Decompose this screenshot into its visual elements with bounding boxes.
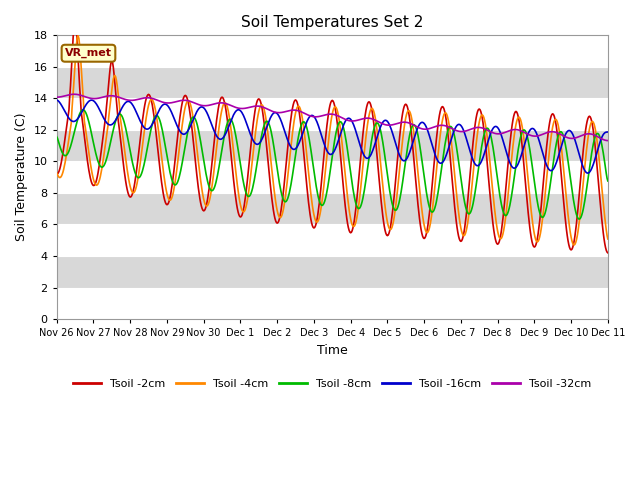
- Tsoil -16cm: [174, 124, 182, 130]
- Bar: [57, 36, 608, 67]
- Legend: Tsoil -2cm, Tsoil -4cm, Tsoil -8cm, Tsoil -16cm, Tsoil -32cm: Tsoil -2cm, Tsoil -4cm, Tsoil -8cm, Tsoi…: [69, 374, 596, 393]
- Tsoil -4cm: [378, 175, 386, 181]
- Tsoil -32cm: [175, 98, 182, 104]
- Text: VR_met: VR_met: [65, 48, 112, 59]
- Tsoil -32cm: [378, 120, 386, 126]
- Bar: [57, 98, 608, 130]
- Tsoil -16cm: [554, 157, 561, 163]
- Tsoil -4cm: [570, 242, 578, 248]
- Tsoil -16cm: [378, 122, 385, 128]
- Tsoil -8cm: [324, 180, 332, 186]
- Tsoil -8cm: [79, 107, 86, 113]
- Tsoil -16cm: [432, 153, 440, 159]
- Tsoil -32cm: [70, 91, 78, 97]
- Tsoil -2cm: [604, 250, 612, 256]
- Tsoil -16cm: [604, 129, 612, 135]
- Tsoil -32cm: [604, 138, 612, 144]
- Line: Tsoil -32cm: Tsoil -32cm: [57, 94, 608, 141]
- Tsoil -16cm: [53, 97, 61, 103]
- Y-axis label: Soil Temperature (C): Soil Temperature (C): [15, 113, 28, 241]
- Tsoil -4cm: [554, 122, 562, 128]
- Tsoil -8cm: [198, 148, 206, 154]
- Tsoil -32cm: [53, 94, 61, 100]
- Tsoil -32cm: [433, 123, 440, 129]
- Tsoil -8cm: [433, 199, 440, 204]
- Tsoil -16cm: [584, 170, 592, 176]
- Tsoil -2cm: [53, 171, 61, 177]
- Tsoil -8cm: [53, 134, 61, 140]
- Tsoil -4cm: [198, 188, 206, 194]
- Tsoil -2cm: [71, 14, 79, 20]
- Tsoil -4cm: [604, 236, 612, 242]
- Tsoil -2cm: [378, 206, 386, 212]
- Tsoil -2cm: [175, 127, 182, 132]
- Bar: [57, 225, 608, 256]
- Tsoil -8cm: [378, 135, 386, 141]
- Tsoil -8cm: [575, 216, 583, 222]
- Tsoil -8cm: [175, 177, 182, 182]
- Tsoil -4cm: [433, 168, 440, 174]
- Tsoil -4cm: [175, 154, 182, 159]
- Line: Tsoil -2cm: Tsoil -2cm: [57, 17, 608, 253]
- Tsoil -32cm: [324, 111, 332, 117]
- Bar: [57, 288, 608, 319]
- Line: Tsoil -4cm: Tsoil -4cm: [57, 36, 608, 245]
- Line: Tsoil -8cm: Tsoil -8cm: [57, 110, 608, 219]
- Tsoil -4cm: [324, 139, 332, 144]
- Tsoil -2cm: [324, 111, 332, 117]
- Tsoil -16cm: [324, 149, 332, 155]
- Tsoil -4cm: [53, 170, 61, 176]
- Line: Tsoil -16cm: Tsoil -16cm: [57, 100, 608, 173]
- Tsoil -8cm: [604, 178, 612, 184]
- Tsoil -32cm: [554, 130, 562, 136]
- Tsoil -2cm: [554, 138, 562, 144]
- Tsoil -2cm: [198, 206, 206, 212]
- Tsoil -8cm: [554, 133, 562, 139]
- Tsoil -32cm: [198, 103, 206, 108]
- Tsoil -2cm: [433, 137, 440, 143]
- Title: Soil Temperatures Set 2: Soil Temperatures Set 2: [241, 15, 424, 30]
- Tsoil -16cm: [198, 104, 205, 110]
- Bar: [57, 161, 608, 193]
- X-axis label: Time: Time: [317, 344, 348, 357]
- Tsoil -4cm: [74, 33, 82, 39]
